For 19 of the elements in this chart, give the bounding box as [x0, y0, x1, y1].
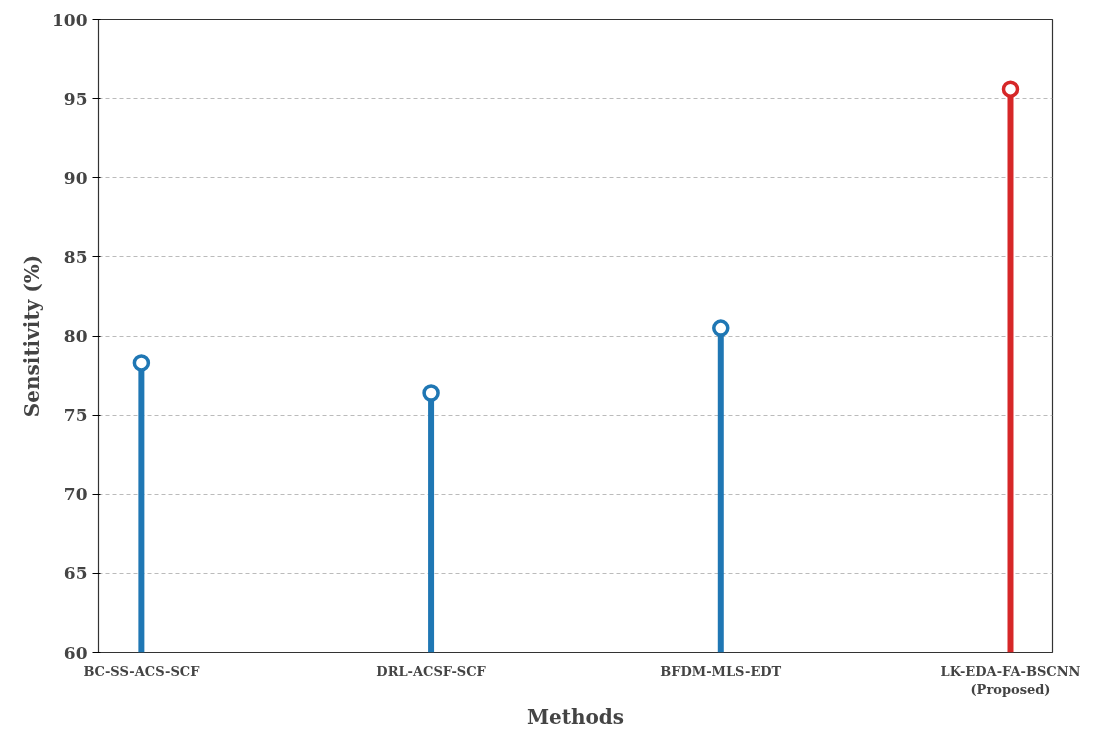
- y-tick-label: 60: [63, 642, 88, 663]
- y-tick-label: 90: [63, 167, 88, 188]
- y-tick-label: 100: [52, 9, 88, 30]
- x-tick-label: LK-EDA-FA-BSCNN (Proposed): [940, 663, 1081, 697]
- y-tick-label: 80: [63, 326, 88, 346]
- x-tick-label: DRL-ACSF-SCF: [376, 663, 487, 679]
- x-axis-title: Methods: [526, 704, 625, 729]
- point: [132, 354, 151, 372]
- y-axis-title: Sensitivity (%): [20, 254, 45, 418]
- y-tick-label: 85: [63, 246, 88, 267]
- y-tick-label: 75: [63, 405, 88, 426]
- y-tick-label: 65: [63, 563, 88, 584]
- y-tick-label: 95: [63, 88, 88, 109]
- x-tick-label: BC-SS-ACS-SCF: [83, 663, 201, 679]
- x-tick-label: BFDM-MLS-EDT: [660, 663, 782, 679]
- point: [1001, 80, 1020, 98]
- y-tick-label: 70: [63, 484, 88, 505]
- point: [712, 319, 730, 337]
- point: [422, 384, 440, 402]
